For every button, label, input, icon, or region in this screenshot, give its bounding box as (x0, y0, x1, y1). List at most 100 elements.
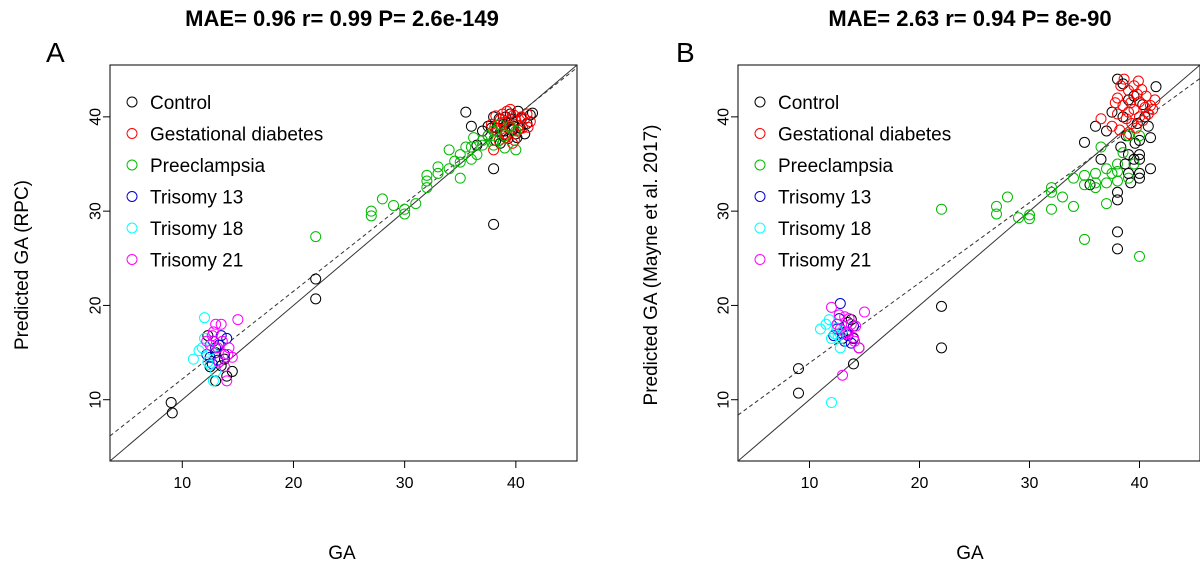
point-control (793, 363, 804, 375)
y-tick-label: 30 (716, 202, 733, 220)
legend-label: Gestational diabetes (150, 125, 323, 146)
x-axis-label: GA (328, 543, 356, 564)
point-control (936, 300, 947, 312)
point-preeclampsia (1057, 191, 1068, 203)
plot-frame (737, 64, 1200, 462)
point-gestational-diabetes (504, 103, 516, 115)
point-preeclampsia (454, 172, 466, 184)
point-trisomy-18 (837, 325, 848, 337)
point-control (1134, 149, 1145, 161)
legend-marker (754, 191, 766, 202)
point-gestational-diabetes (513, 119, 525, 131)
point-preeclampsia (399, 203, 411, 215)
point-preeclampsia (1095, 141, 1107, 153)
point-control (1115, 141, 1127, 153)
point-preeclampsia (1046, 186, 1057, 198)
point-preeclampsia (460, 141, 472, 153)
point-preeclampsia (1117, 147, 1129, 159)
x-tick-label: 20 (285, 475, 303, 492)
legend-label: Control (778, 93, 839, 114)
point-preeclampsia (1013, 212, 1024, 224)
point-preeclampsia (510, 125, 522, 137)
point-preeclampsia (421, 169, 433, 181)
y-tick-label: 10 (716, 391, 733, 409)
point-preeclampsia (1079, 233, 1090, 245)
point-gestational-diabetes (485, 118, 497, 130)
y-tick-label: 20 (88, 296, 105, 314)
point-preeclampsia (1046, 182, 1057, 194)
point-preeclampsia (1101, 198, 1112, 210)
data-points (165, 103, 539, 419)
point-control (1112, 243, 1123, 255)
point-trisomy-18 (187, 353, 199, 365)
point-gestational-diabetes (517, 122, 529, 134)
point-control (310, 273, 322, 285)
legend-marker (126, 96, 138, 108)
point-trisomy-21 (223, 342, 235, 354)
point-preeclampsia (1079, 169, 1090, 181)
point-preeclampsia (476, 139, 488, 151)
point-preeclampsia (488, 139, 500, 151)
point-preeclampsia (376, 193, 388, 205)
point-preeclampsia (454, 156, 466, 168)
point-control (1150, 81, 1162, 93)
legend-marker (754, 254, 766, 265)
y-tick-label: 40 (716, 108, 733, 126)
y-tick-label: 40 (88, 108, 105, 126)
point-preeclampsia (1134, 130, 1145, 142)
legend-marker (754, 159, 766, 171)
point-control (1079, 136, 1090, 148)
point-preeclampsia (1046, 203, 1057, 215)
point-trisomy-18 (826, 397, 837, 409)
point-preeclampsia (310, 231, 322, 243)
point-preeclampsia (365, 205, 377, 217)
panel-label: A (46, 37, 65, 68)
point-control (527, 107, 539, 119)
point-trisomy-18 (205, 344, 217, 356)
legend-label: Control (150, 93, 211, 114)
point-preeclampsia (1090, 182, 1101, 194)
point-preeclampsia (499, 130, 511, 142)
point-control (460, 106, 472, 118)
legend-marker (754, 128, 766, 139)
point-trisomy-21 (215, 318, 227, 330)
point-control (1142, 120, 1154, 132)
fit-line (110, 67, 577, 437)
legend-label: Trisomy 18 (150, 219, 243, 240)
point-trisomy-21 (859, 306, 870, 318)
x-tick-label: 40 (1131, 475, 1149, 492)
point-trisomy-21 (826, 301, 837, 313)
point-control (1112, 194, 1123, 206)
legend-marker (754, 222, 766, 234)
x-tick-label: 10 (173, 475, 191, 492)
legend: Control Gestational diabetes Preeclampsia T… (126, 93, 323, 272)
point-preeclampsia (388, 199, 400, 211)
point-control (1117, 78, 1129, 90)
point-trisomy-18 (207, 375, 219, 387)
point-control (488, 163, 500, 175)
legend-label: Trisomy 18 (778, 219, 871, 240)
point-control (1084, 179, 1096, 191)
point-gestational-diabetes (1137, 115, 1149, 127)
legend-label: Trisomy 21 (778, 251, 871, 272)
point-preeclampsia (1134, 250, 1145, 262)
fit-line (738, 78, 1200, 416)
chart-title: MAE= 0.96 r= 0.99 P= 2.6e-149 (185, 6, 499, 31)
point-preeclampsia (449, 155, 461, 167)
point-preeclampsia (1128, 158, 1140, 170)
point-preeclampsia (991, 208, 1002, 220)
legend-marker (126, 191, 138, 202)
point-control (310, 293, 322, 305)
point-control (165, 397, 177, 409)
point-preeclampsia (443, 163, 455, 175)
reference-lines (110, 65, 577, 461)
point-control (210, 375, 222, 387)
point-preeclampsia (471, 149, 483, 161)
point-trisomy-18 (210, 365, 222, 377)
point-preeclampsia (488, 125, 500, 137)
point-control (1131, 117, 1143, 129)
legend-label: Preeclampsia (150, 156, 266, 177)
point-control (166, 407, 178, 419)
point-preeclampsia (1002, 191, 1013, 203)
